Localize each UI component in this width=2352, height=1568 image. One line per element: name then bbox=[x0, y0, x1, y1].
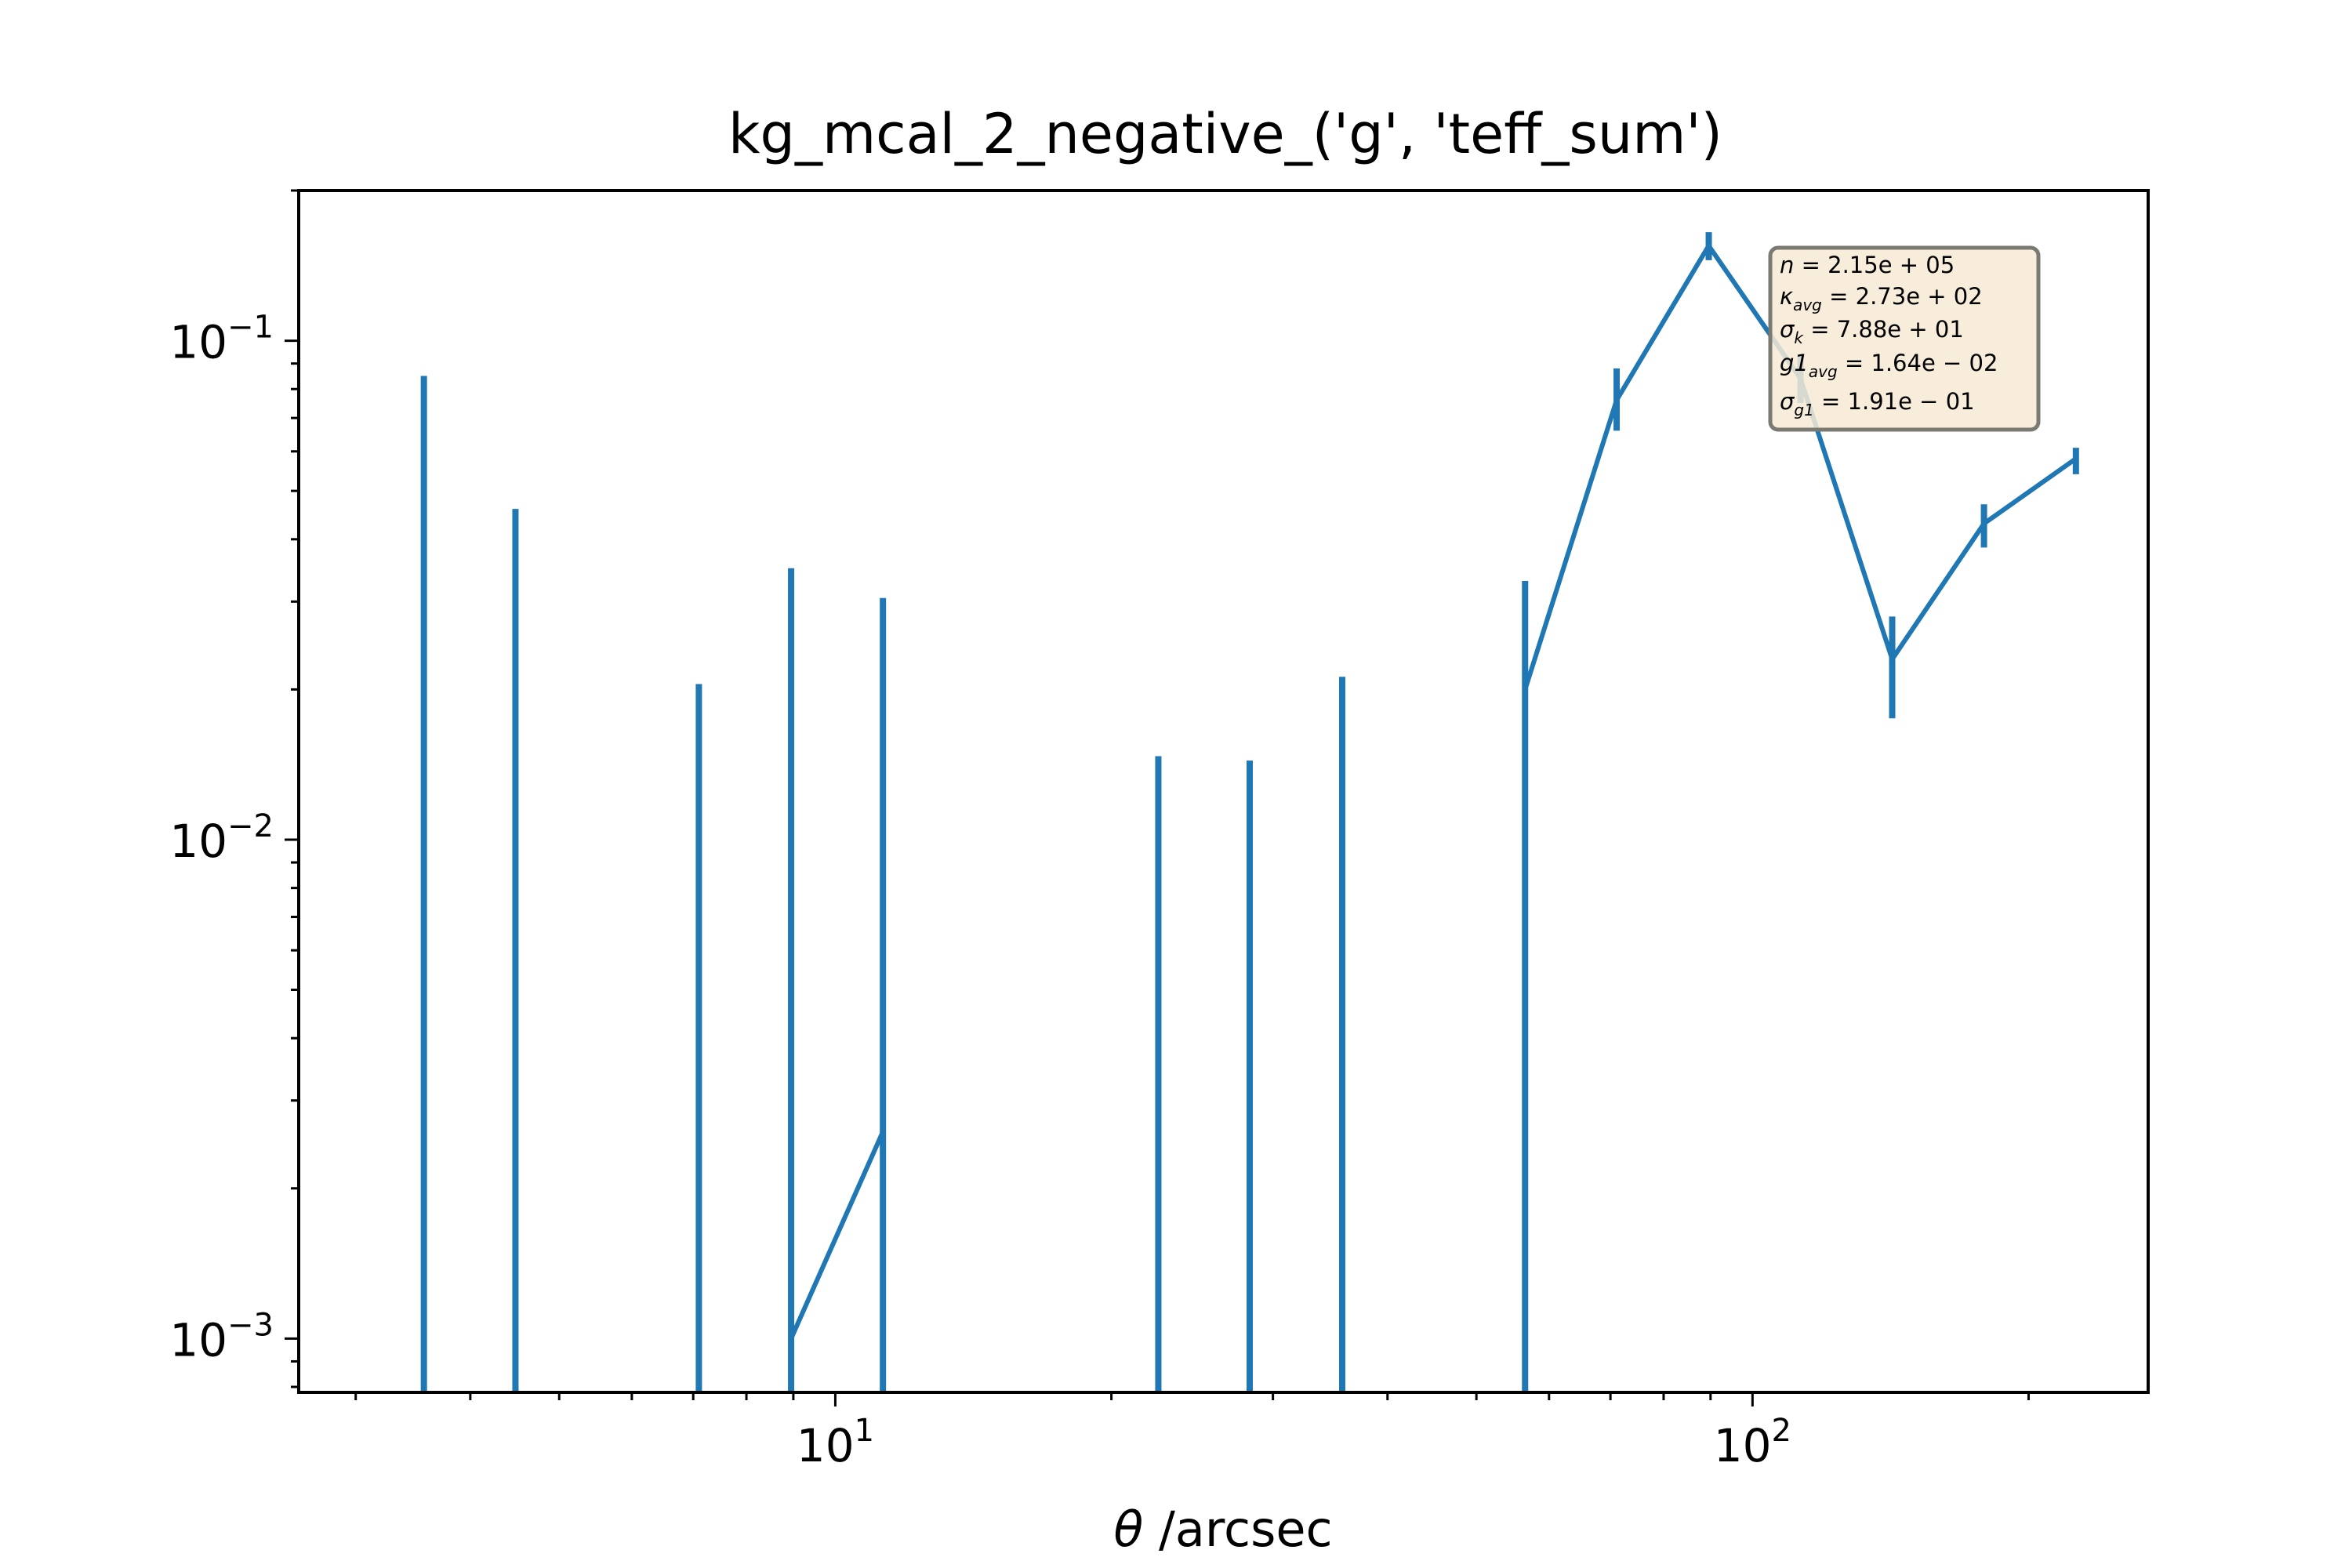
series-line-0 bbox=[789, 1131, 885, 1340]
y-tick-label-0: 10−3 bbox=[169, 1307, 274, 1367]
stats-n: n = 2.15e + 05 bbox=[1780, 252, 1955, 278]
stats-sigma-g1: σg1 = 1.91e − 01 bbox=[1780, 388, 1975, 419]
stats-kappa-avg: κavg = 2.73e + 02 bbox=[1780, 283, 1983, 314]
plot-frame bbox=[297, 189, 2150, 1394]
stats-g1-avg: g1avg = 1.64e − 02 bbox=[1780, 350, 1998, 381]
y-tick-label-1: 10−2 bbox=[169, 808, 274, 868]
x-tick-label-0: 101 bbox=[797, 1413, 874, 1472]
stats-box-background bbox=[1768, 245, 2041, 432]
stats-sigma-k: σk = 7.88e + 01 bbox=[1780, 316, 1964, 347]
x-axis-label-symbol: θ bbox=[1113, 1501, 1143, 1558]
x-axis-label: θ /arcsec bbox=[1113, 1501, 1332, 1558]
y-tick-label-2: 10−1 bbox=[169, 310, 274, 369]
x-tick-label-1: 102 bbox=[1714, 1413, 1791, 1472]
x-axis-label-text: /arcsec bbox=[1143, 1501, 1332, 1558]
axis-ticks: 101 102 10−3 10−2 10−1 bbox=[169, 189, 2031, 1472]
stats-box: n = 2.15e + 05 κavg = 2.73e + 02 σk = 7.… bbox=[1768, 245, 2041, 432]
chart-title: kg_mcal_2_negative_('g', 'teff_sum') bbox=[728, 102, 1722, 166]
